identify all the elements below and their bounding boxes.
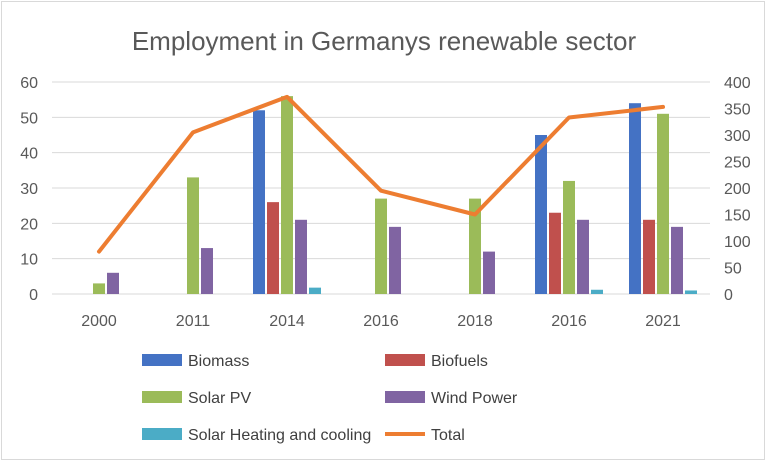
x-tick-label: 2021	[645, 313, 681, 330]
bar-biomass	[629, 103, 641, 294]
legend-label: Solar PV	[188, 390, 251, 407]
legend-item: Biomass	[142, 353, 249, 370]
bar-solar-pv	[375, 198, 387, 294]
line-total	[97, 94, 665, 254]
bar-solar-pv	[657, 113, 669, 294]
bar-biomass	[535, 135, 547, 294]
legend-swatch	[142, 354, 182, 366]
bar-biofuels	[549, 212, 561, 294]
legend-item: Biofuels	[385, 353, 488, 370]
y-left-tick-label: 10	[20, 252, 38, 269]
bar-biofuels	[643, 219, 655, 294]
bar-wind-power	[483, 251, 495, 294]
legend-swatch	[385, 354, 425, 366]
bar-solar-heating-and-cooling	[309, 287, 321, 294]
total-line	[97, 94, 665, 254]
y-right-tick-label: 0	[724, 287, 733, 304]
bar-solar-heating-and-cooling	[591, 289, 603, 294]
bar-wind-power	[577, 219, 589, 294]
legend: Biomass Biofuels Solar PV Wind Power Solar H…	[142, 353, 518, 444]
legend-item: Wind Power	[385, 390, 518, 407]
y-left-tick-label: 20	[20, 216, 38, 233]
y-left-tick-label: 60	[20, 75, 38, 92]
x-tick-label: 2011	[176, 313, 211, 330]
legend-swatch	[142, 428, 182, 440]
y-right-tick-label: 150	[724, 208, 751, 225]
y-right-tick-label: 100	[724, 234, 751, 251]
y-right-tick-label: 350	[724, 102, 751, 119]
x-tick-label: 2016	[363, 313, 399, 330]
legend-item: Solar Heating and cooling	[142, 427, 371, 444]
y-left-tick-label: 50	[20, 110, 38, 127]
axes: 0 10 20 30 40 50 60 0 50 100 150 200 250 300 350 400 200…	[20, 75, 751, 330]
bar-solar-pv	[469, 198, 481, 294]
bar-wind-power	[671, 226, 683, 294]
x-tick-label: 2014	[269, 313, 305, 330]
bar-wind-power	[201, 248, 213, 294]
bar-solar-pv	[187, 177, 199, 294]
y-right-tick-label: 200	[724, 181, 751, 198]
legend-label: Total	[431, 427, 465, 444]
y-left-tick-label: 40	[20, 146, 38, 163]
chart-title: Employment in Germanys renewable sector	[132, 26, 637, 56]
y-right-tick-label: 400	[724, 75, 751, 92]
y-right-tick-label: 250	[724, 155, 751, 172]
y-right-tick-label: 300	[724, 128, 751, 145]
bar-solar-heating-and-cooling	[685, 290, 697, 294]
bar-wind-power	[295, 219, 307, 294]
legend-label: Biofuels	[431, 353, 488, 370]
y-left-tick-label: 0	[29, 287, 38, 304]
legend-swatch	[142, 391, 182, 403]
y-right-tick-label: 50	[724, 261, 742, 278]
bar-biofuels	[267, 202, 279, 294]
x-tick-label: 2018	[457, 313, 493, 330]
bar-solar-pv	[281, 96, 293, 294]
bar-solar-pv	[93, 283, 105, 294]
legend-label: Wind Power	[431, 390, 518, 407]
bar-solar-pv	[563, 180, 575, 294]
y-left-tick-label: 30	[20, 181, 38, 198]
bar-wind-power	[389, 226, 401, 294]
x-tick-label: 2016	[551, 313, 587, 330]
x-tick-label: 2000	[81, 313, 117, 330]
bars	[93, 96, 697, 295]
bar-biomass	[253, 110, 265, 295]
bar-wind-power	[107, 272, 119, 294]
legend-item: Total	[385, 427, 465, 444]
legend-label: Biomass	[188, 353, 249, 370]
legend-swatch	[385, 391, 425, 403]
legend-item: Solar PV	[142, 390, 251, 407]
legend-label: Solar Heating and cooling	[188, 427, 371, 444]
